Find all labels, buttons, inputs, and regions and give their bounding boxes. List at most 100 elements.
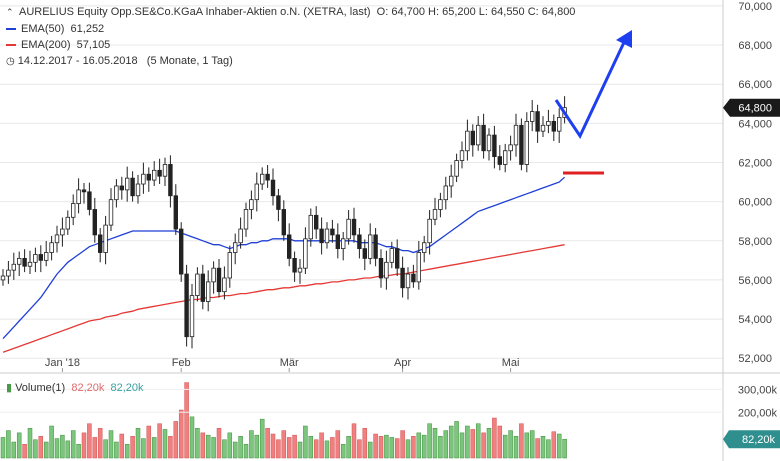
volume-bar [297,441,303,459]
volume-bar [465,425,470,459]
candle-body [438,199,443,210]
last-price-label: 64,800 [738,103,772,115]
volume-bar [286,437,292,459]
candle [443,176,448,210]
volume-bar [119,433,125,459]
volume-bar [378,436,384,459]
volume-bar [346,436,351,459]
volume-bar [124,444,130,459]
candle [297,258,303,284]
volume-bar [556,433,562,459]
candle [481,113,486,159]
candle-body [513,124,519,146]
volume-bar [232,441,238,459]
candle [335,223,340,259]
y-tick-label: 70,000 [738,1,772,13]
volume-bar [351,423,357,459]
candle [135,174,141,204]
volume-bar [141,438,146,459]
candle-body [324,228,330,244]
candle-body [16,257,22,265]
candle-body [362,248,367,259]
candle-body [405,273,411,289]
volume-bar [340,444,346,459]
candle-body [367,234,373,259]
candle-body [60,228,65,236]
y-tick-label: 56,000 [738,275,772,287]
volume-bar [38,436,44,459]
candle-body [411,273,416,283]
candle [81,183,87,204]
bar-chart-icon: ▮ [6,382,13,394]
candle [125,166,130,202]
candle-body [308,214,313,240]
candle [546,109,551,134]
candle [65,210,70,235]
candle-body [292,257,297,273]
candle-body [38,254,43,261]
candle-body [432,209,438,220]
volume-bar [502,434,508,459]
candle-body [454,160,459,177]
volume-bar [114,441,119,459]
candle [103,215,108,265]
candle-body [330,228,335,236]
ema50-legend[interactable]: EMA(50) 61,252 [6,23,104,35]
volume-bar [308,436,314,459]
candle [432,197,438,226]
ema200-legend[interactable]: EMA(200) 57,105 [6,39,110,51]
candle-body [303,238,308,269]
candle [265,165,270,188]
volume-bar [108,430,114,459]
volume-bar [173,421,179,459]
volume-bar [562,438,567,459]
candle-body [27,261,33,267]
volume-bar [540,436,546,459]
candle-body [184,273,189,338]
candle [276,188,281,222]
volume-bar [211,437,216,459]
trend-arrow [554,35,629,140]
candle [340,231,346,261]
volume-bar [448,425,454,459]
candle [319,217,324,255]
candle-body [103,224,108,253]
ema200-value: 57,105 [76,39,111,51]
candle-body [351,218,357,236]
candle [292,251,297,282]
chevron-up-icon[interactable]: ⌃ [6,7,14,17]
candle [438,192,443,218]
candle-body [519,124,524,165]
volume-bar [189,416,195,459]
candle [222,266,227,300]
candle [362,239,367,271]
candle [146,167,151,192]
volume-bar [157,423,162,459]
volume-bar [416,432,422,459]
candle-body [448,175,454,187]
candle-body [146,173,151,181]
candle [557,108,562,143]
candle-body [416,252,421,283]
candle [54,225,60,253]
volume-tick-label: 300,00k [738,384,778,396]
volume-bar [497,425,503,459]
candle [330,219,335,243]
candle [416,240,421,290]
candle [108,188,114,231]
candle-body [65,216,70,230]
candle-body [71,203,76,218]
volume-bar [92,437,98,459]
volume-bar [22,444,27,459]
candle-body [173,195,178,230]
annotations [554,30,632,175]
y-tick-label: 66,000 [738,79,772,91]
candle-body [265,173,270,181]
candle [351,207,357,243]
ema50-value: 61,252 [70,23,105,35]
candle [459,141,465,169]
x-tick-label: Feb [172,357,191,369]
volume-bar [151,437,157,459]
volume-bar [519,423,524,459]
volume-bar [551,431,557,459]
